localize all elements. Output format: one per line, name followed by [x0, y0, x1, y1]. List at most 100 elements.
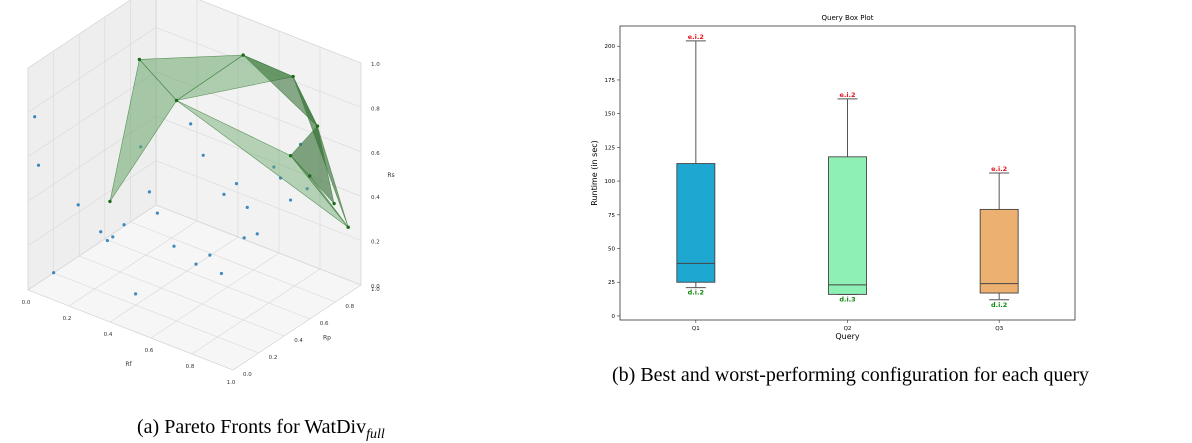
- grid-line: [27, 289, 234, 371]
- x-tick-label: Q3: [995, 326, 1003, 332]
- pareto-point: [174, 98, 179, 103]
- scatter-point: [255, 232, 259, 236]
- y-tick-label: 0.4: [294, 338, 303, 344]
- caption-b: (b) Best and worst-performing configurat…: [612, 364, 1090, 386]
- max-config-label: e.i.2: [688, 33, 704, 41]
- grid-line: [27, 27, 157, 113]
- grid-line: [150, 252, 280, 339]
- scatter-point: [52, 271, 56, 275]
- pareto-point: [241, 53, 245, 57]
- x-tick-label: 0.0: [22, 300, 31, 306]
- scatter-point: [111, 235, 115, 239]
- grid-line: [130, 221, 336, 303]
- scatter-point: [122, 223, 126, 227]
- z-tick-label: 0.6: [371, 151, 380, 157]
- y-axis-label: Runtime (in sec): [590, 140, 599, 206]
- pareto-point: [137, 57, 142, 62]
- scatter-point: [305, 187, 309, 191]
- pareto-point: [308, 174, 312, 178]
- grid-line: [155, 160, 362, 241]
- grid-line: [27, 160, 157, 246]
- y-tick-label: 75: [608, 213, 615, 219]
- scatter-point: [99, 230, 103, 234]
- grid-line: [53, 272, 259, 354]
- max-config-label: e.i.2: [839, 91, 855, 99]
- x-tick-label: 0.6: [145, 348, 154, 354]
- scatter-point: [234, 182, 239, 186]
- pareto-point: [315, 124, 320, 128]
- box: [676, 163, 716, 283]
- grid-line: [27, 0, 131, 69]
- chart-title: Query Box Plot: [822, 14, 874, 22]
- x-tick-label: Q2: [844, 326, 852, 332]
- scatter-point: [36, 163, 41, 167]
- y-axis-label: Rp: [323, 335, 331, 342]
- scatter-point: [105, 238, 109, 243]
- scatter-point: [278, 176, 283, 180]
- grid-line: [104, 238, 310, 320]
- max-config-label: e.i.2: [991, 165, 1007, 173]
- z-tick-label: 0.4: [371, 195, 380, 201]
- grid-line: [109, 236, 239, 323]
- scatter-point: [172, 244, 176, 248]
- min-config-label: d.i.2: [991, 301, 1007, 309]
- z-axis-label: Rs: [387, 172, 394, 179]
- box: [979, 208, 1019, 294]
- y-tick-label: 0: [612, 314, 616, 320]
- scatter-point: [155, 211, 159, 215]
- pareto-front-surface: [176, 100, 349, 228]
- grid-line: [68, 220, 198, 307]
- x-tick-label: 0.2: [63, 316, 72, 322]
- scatter-point: [201, 153, 205, 157]
- grid-line: [198, 0, 362, 64]
- y-tick-label: 125: [605, 145, 616, 151]
- x-tick-label: 0.4: [104, 332, 113, 338]
- x-tick-label: 1.0: [227, 380, 236, 386]
- z-tick-label: 1.0: [371, 62, 380, 68]
- scatter-point: [242, 236, 246, 240]
- pareto-3d-chart: 0.00.20.40.60.81.00.00.20.40.60.81.00.00…: [22, 0, 395, 386]
- grid-line: [232, 284, 362, 371]
- caption-a: (a) Pareto Fronts for WatDivfull: [137, 416, 385, 442]
- grid-line: [79, 255, 285, 337]
- scatter-point: [288, 198, 293, 202]
- grid-line: [27, 204, 157, 291]
- scatter-point: [33, 115, 37, 119]
- x-axis-label: Query: [835, 332, 860, 341]
- y-tick-label: 0.8: [345, 304, 354, 310]
- y-tick-label: 1.0: [371, 287, 380, 293]
- y-tick-label: 50: [608, 247, 615, 253]
- pareto-point: [332, 201, 336, 206]
- caption-a-subscript: full: [366, 427, 385, 442]
- y-tick-label: 25: [608, 280, 615, 286]
- y-tick-label: 0.0: [243, 372, 252, 378]
- min-config-label: d.i.2: [688, 289, 704, 297]
- box: [828, 156, 867, 295]
- scatter-point: [208, 253, 212, 257]
- y-tick-label: 200: [605, 44, 616, 50]
- scatter-point: [189, 122, 193, 126]
- grid-line: [155, 204, 362, 286]
- y-tick-label: 150: [605, 112, 616, 118]
- x-tick-label: 0.8: [186, 364, 195, 370]
- x-tick-label: Q1: [692, 326, 700, 332]
- scatter-point: [245, 205, 249, 209]
- scatter-point: [219, 271, 223, 276]
- pareto-point: [108, 199, 112, 204]
- x-axis-label: Rf: [125, 361, 132, 368]
- y-tick-label: 100: [605, 179, 616, 185]
- min-config-label: d.i.3: [839, 295, 855, 303]
- grid-line: [191, 268, 321, 355]
- y-tick-label: 175: [605, 78, 616, 84]
- scatter-point: [76, 203, 80, 207]
- scatter-point: [147, 190, 152, 194]
- z-tick-label: 0.2: [371, 240, 380, 246]
- y-tick-label: 0.6: [320, 321, 329, 327]
- scatter-point: [134, 292, 138, 296]
- pareto-point: [346, 225, 350, 229]
- pareto-point: [288, 153, 293, 158]
- z-tick-label: 0.8: [371, 106, 380, 112]
- z-tick-label: 0.0: [371, 284, 380, 290]
- y-tick-label: 0.2: [269, 355, 278, 361]
- scatter-point: [222, 192, 226, 196]
